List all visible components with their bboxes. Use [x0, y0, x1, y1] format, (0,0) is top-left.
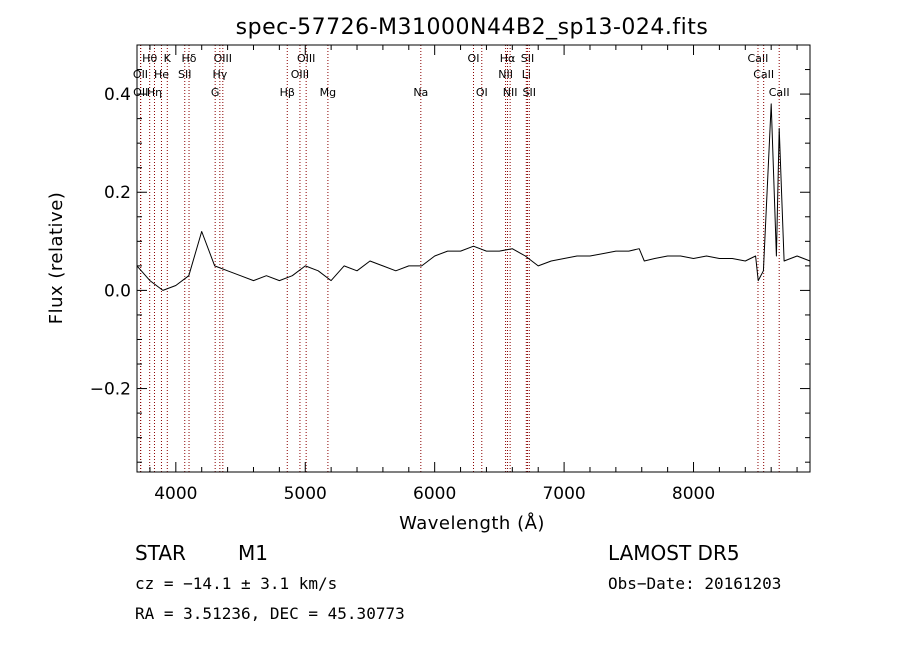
line-label-1: K — [164, 52, 172, 65]
line-label-20: SII — [523, 86, 536, 99]
y-tick-label-0: −0.2 — [90, 380, 131, 400]
series-line-0 — [136, 103, 811, 291]
line-label-11: SII — [178, 68, 191, 81]
plot-frame — [136, 44, 811, 473]
line-label-22: Hβ — [280, 86, 295, 99]
line-label-24: G — [211, 86, 220, 99]
line-label-7: SII — [521, 52, 534, 65]
y-tick-label-1: 0.0 — [104, 281, 131, 301]
line-label-10: He — [154, 68, 169, 81]
line-label-15: NII — [498, 68, 513, 81]
line-label-3: OIII — [214, 52, 232, 65]
x-tick-label-3: 7000 — [542, 484, 585, 504]
y-axis: −0.2 0.0 0.2 0.4 — [90, 44, 810, 463]
line-label-23: Mg — [320, 86, 336, 99]
x-axis: 4000 5000 6000 7000 8000 — [149, 45, 798, 504]
object-class: STAR — [135, 541, 186, 565]
line-label-5: OI — [468, 52, 480, 65]
y-tick-label-3: 0.4 — [104, 85, 131, 105]
line-label-19: NII — [503, 86, 518, 99]
object-subclass: M1 — [238, 541, 268, 565]
obs-date: Obs−Date: 20161203 — [608, 574, 782, 593]
coordinates: RA = 3.51236, DEC = 45.30773 — [135, 604, 405, 623]
line-label-17: CaII — [753, 68, 774, 81]
x-tick-label-4: 8000 — [672, 484, 715, 504]
line-label-18: OI — [476, 86, 488, 99]
y-tick-label-2: 0.2 — [104, 183, 131, 203]
line-label-13: OIII — [291, 68, 309, 81]
line-label-4: OIII — [297, 52, 315, 65]
series-layer — [136, 103, 811, 291]
chart-title: spec-57726-M31000N44B2_sp13-024.fits — [236, 15, 709, 40]
cz-readout: cz = −14.1 ± 3.1 km/s — [135, 574, 338, 593]
x-tick-label-0: 4000 — [154, 484, 197, 504]
x-tick-label-1: 5000 — [284, 484, 327, 504]
x-tick-label-2: 6000 — [413, 484, 456, 504]
survey-label: LAMOST DR5 — [608, 541, 740, 565]
line-label-0: Hθ — [142, 52, 157, 65]
line-label-16: Li — [522, 68, 531, 81]
line-label-14: Na — [413, 86, 428, 99]
line-label-2: Hδ — [182, 52, 197, 65]
line-label-6: Hα — [500, 52, 516, 65]
line-label-8: CaII — [748, 52, 769, 65]
line-label-26: Hη — [147, 86, 162, 99]
x-axis-label: Wavelength (Å) — [399, 512, 545, 534]
line-label-12: Hγ — [212, 68, 227, 81]
y-axis-label: Flux (relative) — [46, 192, 67, 325]
line-label-21: CaII — [769, 86, 790, 99]
